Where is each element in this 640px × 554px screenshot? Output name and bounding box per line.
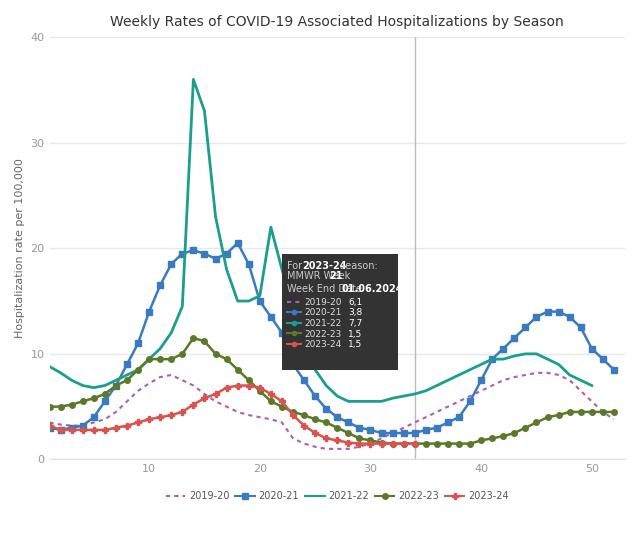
Text: 7,7: 7,7 — [348, 319, 363, 328]
Text: 2022-23: 2022-23 — [304, 330, 341, 338]
Text: 01.06.2024: 01.06.2024 — [342, 284, 403, 294]
Text: For: For — [287, 261, 306, 271]
Text: MMWR Week: MMWR Week — [287, 271, 354, 281]
Text: 3,8: 3,8 — [348, 309, 363, 317]
Bar — [282, 254, 398, 370]
Text: 2023-24: 2023-24 — [303, 261, 347, 271]
Text: 2023-24: 2023-24 — [304, 340, 341, 349]
Text: 2019-20: 2019-20 — [304, 298, 342, 307]
Text: season:: season: — [337, 261, 378, 271]
Text: 2020-21: 2020-21 — [304, 309, 342, 317]
Text: Week End Date: Week End Date — [287, 284, 365, 294]
Y-axis label: Hospitalization rate per 100,000: Hospitalization rate per 100,000 — [15, 158, 25, 338]
Text: 2021-22: 2021-22 — [304, 319, 341, 328]
Text: 1,5: 1,5 — [348, 340, 363, 349]
Text: 6,1: 6,1 — [348, 298, 363, 307]
Title: Weekly Rates of COVID-19 Associated Hospitalizations by Season: Weekly Rates of COVID-19 Associated Hosp… — [110, 15, 564, 29]
Text: 21: 21 — [330, 271, 343, 281]
Legend: 2019-20, 2020-21, 2021-22, 2022-23, 2023-24: 2019-20, 2020-21, 2021-22, 2022-23, 2023… — [162, 488, 513, 505]
Text: 1,5: 1,5 — [348, 330, 363, 338]
